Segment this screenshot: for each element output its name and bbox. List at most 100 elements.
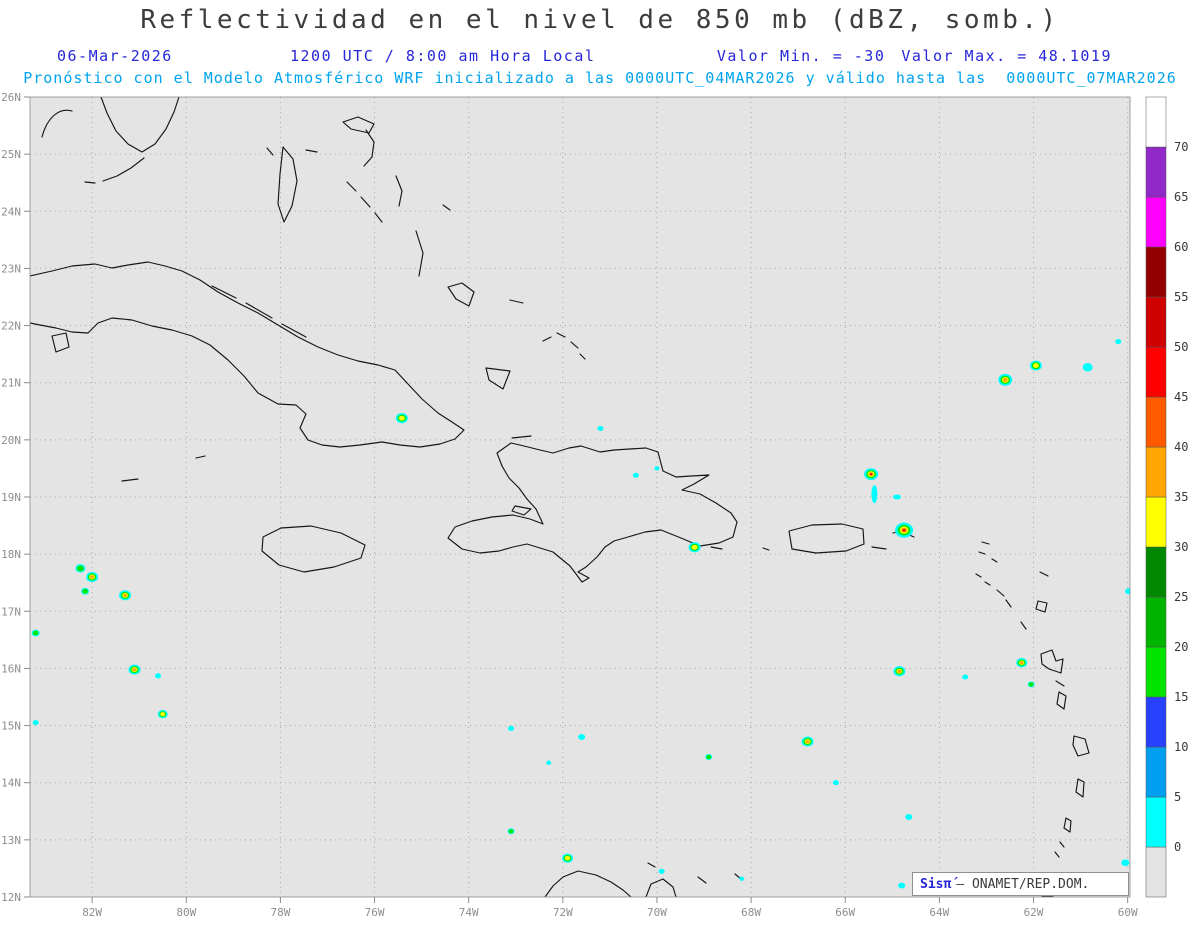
reflectivity-cell bbox=[893, 494, 902, 500]
lon-axis-label: 68W bbox=[741, 906, 761, 919]
lon-axis-label: 78W bbox=[270, 906, 290, 919]
reflectivity-cell bbox=[1125, 588, 1130, 595]
coast-st-vincent-grenadines bbox=[1054, 817, 1072, 858]
reflectivity-cell bbox=[578, 734, 586, 740]
colorbar-label: 65 bbox=[1174, 190, 1188, 204]
coast-puerto-rico bbox=[788, 523, 865, 554]
colorbar-label: 70 bbox=[1174, 140, 1188, 154]
colorbar-segment bbox=[1145, 196, 1167, 248]
coast-caymans bbox=[121, 455, 206, 482]
coast-abaco bbox=[342, 116, 375, 134]
reflectivity-cell bbox=[132, 667, 137, 672]
colorbar-segment bbox=[1145, 846, 1167, 898]
colorbar-segment bbox=[1145, 396, 1167, 448]
lat-axis-label: 16N bbox=[1, 662, 21, 675]
reflectivity-cell bbox=[76, 565, 84, 572]
plot-border bbox=[29, 96, 1131, 898]
lon-axis-label: 76W bbox=[365, 906, 385, 919]
coast-jamaica bbox=[261, 525, 366, 573]
header-row: 06-Mar-2026 1200 UTC / 8:00 am Hora Loca… bbox=[0, 47, 1200, 67]
lat-axis-label: 20N bbox=[1, 434, 21, 447]
coast-gulf-curl bbox=[41, 109, 73, 138]
coast-mayaguana bbox=[509, 299, 524, 304]
coast-isla-juventud bbox=[51, 332, 70, 353]
coast-florida-keys bbox=[84, 157, 145, 184]
coast-antigua bbox=[1035, 600, 1048, 613]
reflectivity-cell bbox=[897, 669, 902, 673]
coast-leeward-islands bbox=[975, 541, 1065, 687]
colorbar-segment bbox=[1145, 646, 1167, 698]
reflectivity-cell bbox=[155, 673, 162, 679]
reflectivity-cell bbox=[546, 760, 552, 765]
lat-axis-label: 25N bbox=[1, 148, 21, 161]
max-value-label: Valor Max. = 48.1019 bbox=[901, 47, 1112, 65]
lat-axis-label: 23N bbox=[1, 262, 21, 275]
coast-bahamas-cays bbox=[266, 147, 451, 223]
lat-axis-label: 26N bbox=[1, 91, 21, 104]
coast-dominica bbox=[1056, 691, 1067, 710]
colorbar-label: 40 bbox=[1174, 440, 1188, 454]
reflectivity-cell bbox=[160, 712, 166, 717]
reflectivity-cell bbox=[1019, 661, 1024, 665]
coast-martinique bbox=[1072, 735, 1090, 757]
colorbar-label: 60 bbox=[1174, 240, 1188, 254]
reflectivity-cell bbox=[90, 575, 95, 579]
run-date: 06-Mar-2026 bbox=[57, 47, 173, 65]
lat-axis-label: 18N bbox=[1, 548, 21, 561]
lon-axis-label: 62W bbox=[1024, 906, 1044, 919]
reflectivity-cell bbox=[691, 544, 698, 550]
colorbar-label: 30 bbox=[1174, 540, 1188, 554]
coastlines bbox=[30, 97, 1090, 897]
colorbar-label: 35 bbox=[1174, 490, 1188, 504]
reflectivity-cell bbox=[832, 780, 839, 786]
reflectivity-cell bbox=[706, 754, 712, 760]
reflectivity-cell bbox=[1121, 859, 1130, 867]
colorbar-label: 20 bbox=[1174, 640, 1188, 654]
reflectivity-cell bbox=[902, 528, 906, 532]
colorbar-label: 15 bbox=[1174, 690, 1188, 704]
colorbar-segment bbox=[1145, 346, 1167, 398]
reflectivity-cell bbox=[1003, 377, 1008, 382]
reflectivity-cell bbox=[564, 855, 571, 861]
reflectivity-cell bbox=[508, 725, 515, 731]
lat-axis-label: 12N bbox=[1, 891, 21, 904]
lon-axis-label: 80W bbox=[176, 906, 196, 919]
reflectivity-cell bbox=[962, 674, 969, 680]
reflectivity-cell bbox=[1032, 363, 1039, 369]
colorbar-segment bbox=[1145, 546, 1167, 598]
minmax-values: Valor Min. = -30 Valor Max. = 48.1019 bbox=[701, 47, 1112, 65]
colorbar-label: 45 bbox=[1174, 390, 1188, 404]
lat-axis-label: 15N bbox=[1, 720, 21, 733]
reflectivity-cell bbox=[1082, 363, 1093, 372]
reflectivity-cell bbox=[658, 868, 665, 874]
coast-cuba bbox=[30, 261, 465, 448]
colorbar-segment bbox=[1145, 746, 1167, 798]
colorbar-label: 10 bbox=[1174, 740, 1188, 754]
lon-axis-label: 66W bbox=[835, 906, 855, 919]
coast-cat-island bbox=[395, 175, 403, 207]
colorbar-segment bbox=[1145, 146, 1167, 198]
reflectivity-cell bbox=[739, 876, 745, 881]
reflectivity-cell bbox=[871, 485, 878, 504]
lat-axis-label: 17N bbox=[1, 605, 21, 618]
coast-st-lucia bbox=[1075, 778, 1085, 798]
reflectivity-cell bbox=[123, 593, 127, 597]
coast-pr-islands bbox=[762, 530, 915, 551]
reflectivity-cell bbox=[1115, 339, 1122, 345]
colorbar-segment bbox=[1145, 596, 1167, 648]
lon-axis-label: 82W bbox=[82, 906, 102, 919]
colorbar-segment bbox=[1145, 296, 1167, 348]
coast-guajira bbox=[544, 870, 632, 897]
coast-hispaniola bbox=[447, 442, 738, 583]
lat-axis-label: 21N bbox=[1, 377, 21, 390]
lon-axis-label: 60W bbox=[1118, 906, 1138, 919]
reflectivity-cell bbox=[898, 882, 906, 889]
coast-crooked-island bbox=[447, 282, 475, 307]
colorbar-label: 50 bbox=[1174, 340, 1188, 354]
lon-axis-label: 70W bbox=[647, 906, 667, 919]
coast-inagua bbox=[485, 367, 511, 390]
reflectivity-cell bbox=[32, 630, 39, 636]
colorbar-label: 25 bbox=[1174, 590, 1188, 604]
